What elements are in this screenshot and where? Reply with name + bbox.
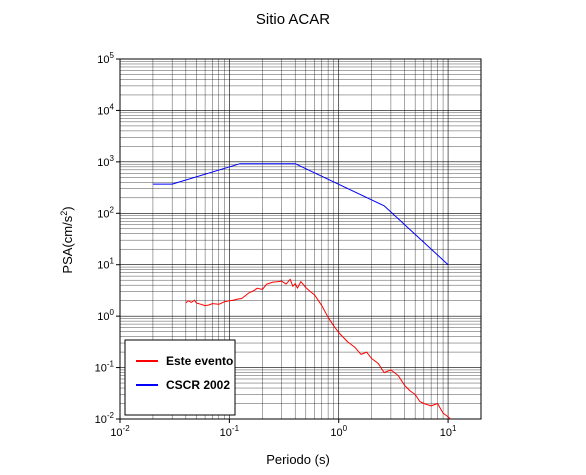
y-axis-label-main: PSA(cm/s — [60, 215, 75, 273]
series-line-este-evento — [185, 278, 451, 420]
y-axis-ticks: 10-2 10-1 100 101 102 103 104 105 — [95, 51, 120, 426]
chart-title: Sitio ACAR — [256, 11, 330, 28]
series-line-cscr-2002 — [152, 163, 449, 266]
x-tick-label: 100 — [330, 424, 347, 439]
x-tick-label: 10-2 — [110, 424, 130, 439]
y-tick-label: 103 — [97, 154, 114, 169]
y-axis-label: PSA(cm/s2) — [59, 206, 75, 273]
y-tick-label: 104 — [97, 102, 114, 117]
legend-label: Este evento — [166, 354, 233, 368]
series-lines — [152, 163, 451, 420]
x-axis-ticks: 10-2 10-1 100 101 — [110, 419, 457, 439]
y-tick-label: 101 — [97, 257, 114, 272]
y-tick-label: 105 — [97, 51, 114, 66]
y-axis-label-sup: 2 — [59, 211, 69, 216]
y-tick-label: 10-1 — [95, 360, 115, 375]
y-tick-label: 10-2 — [95, 411, 115, 426]
x-tick-label: 101 — [440, 424, 457, 439]
x-axis-label: Periodo (s) — [266, 452, 330, 467]
y-tick-label: 102 — [97, 205, 114, 220]
x-tick-label: 10-1 — [220, 424, 240, 439]
y-tick-label: 100 — [97, 308, 114, 323]
y-axis-label-close: ) — [60, 206, 75, 210]
legend-label: CSCR 2002 — [166, 378, 230, 392]
plot-frame — [119, 58, 482, 420]
grid — [119, 58, 482, 420]
legend: Este evento CSCR 2002 — [124, 339, 236, 416]
legend-box — [124, 339, 236, 416]
